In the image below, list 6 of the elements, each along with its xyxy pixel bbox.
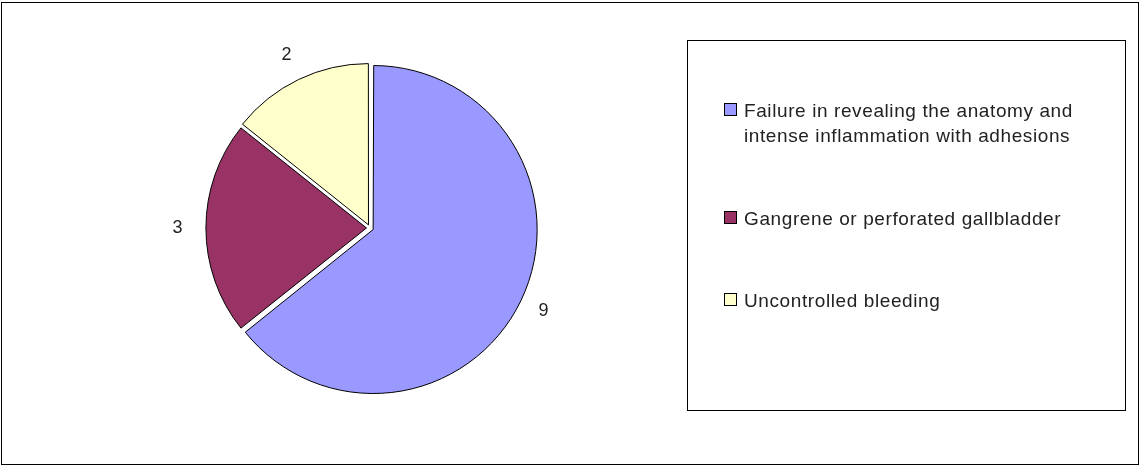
data-label: 9 [538,300,549,321]
data-label: 2 [281,43,292,64]
data-label: 3 [172,216,183,237]
legend-label: Gangrene or perforated gallbladder [744,206,1062,231]
legend-label: Uncontrolled bleeding [744,288,941,313]
legend-label: Failure in revealing the anatomy and intense inflammation with adhesions [744,99,1074,149]
